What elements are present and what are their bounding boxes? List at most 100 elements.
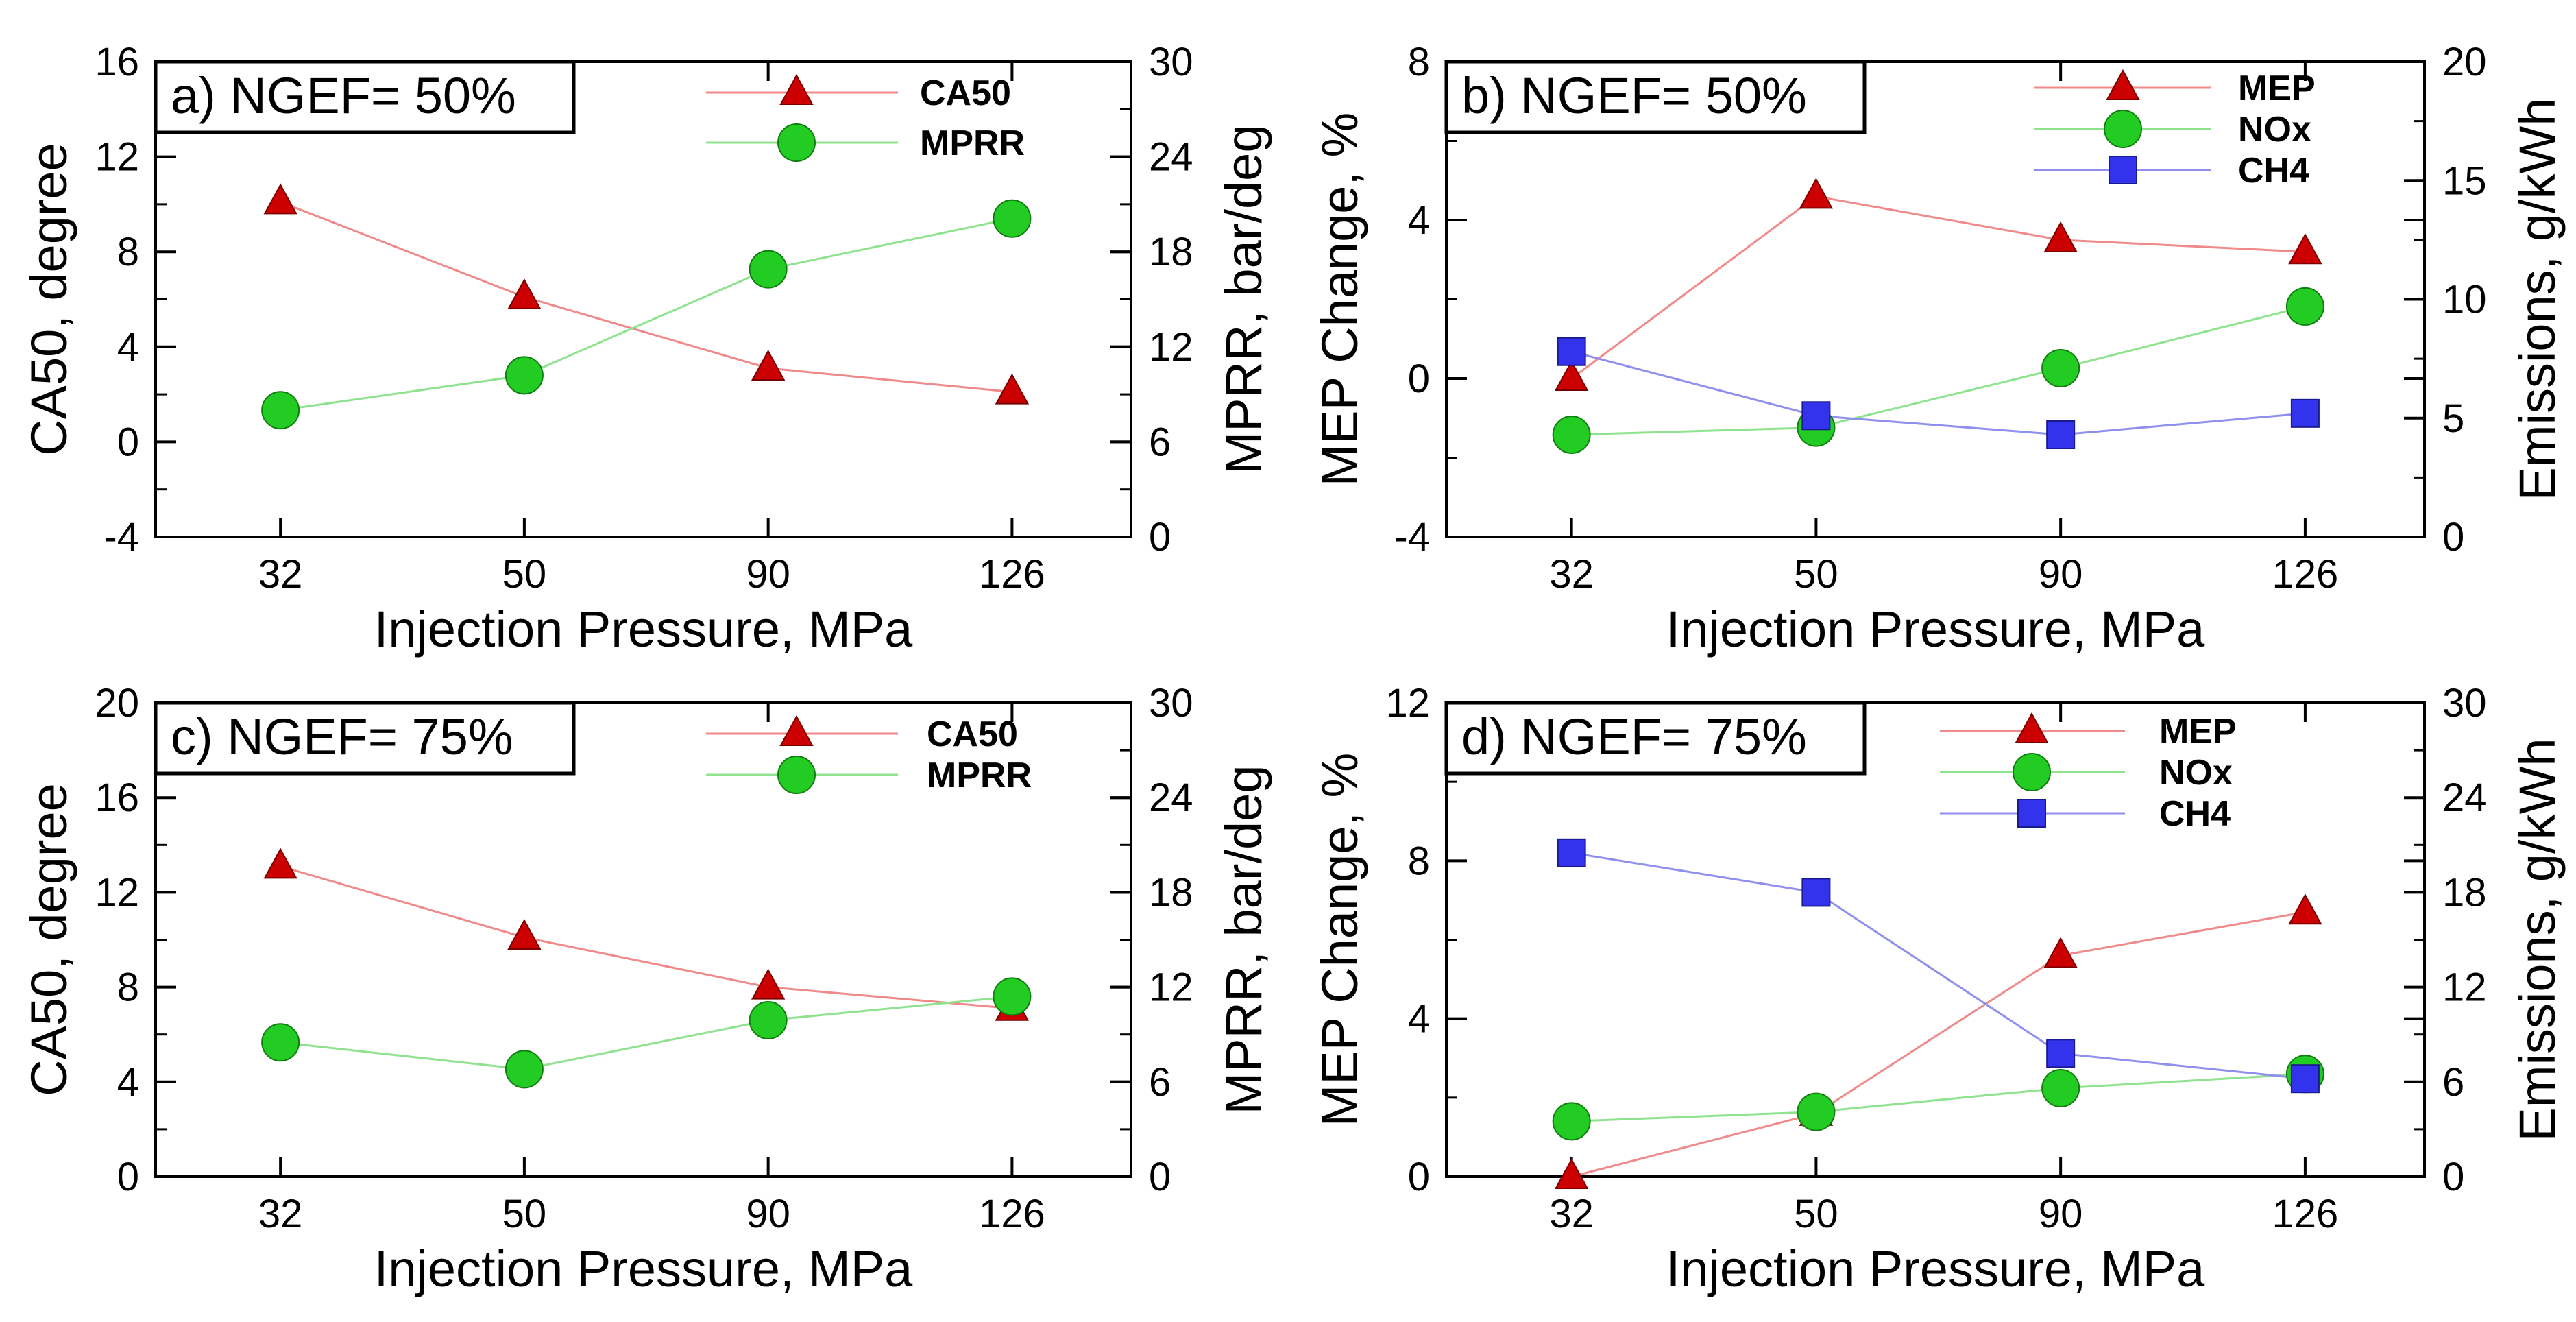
y2-tick-label: 12 <box>1149 965 1193 1010</box>
legend-marker-mep <box>2106 69 2140 100</box>
y2-tick-label: 30 <box>1149 40 1193 84</box>
data-point-nox-32 <box>1552 1102 1591 1141</box>
series-line-mprr <box>280 995 1012 1070</box>
y2-axis-title: Emissions, g/kWh <box>2509 97 2566 501</box>
y-axis-title: MEP Change, % <box>1311 753 1368 1127</box>
panel-label-box <box>154 701 576 776</box>
data-point-nox-50 <box>1797 1092 1836 1131</box>
y2-tick-label: 15 <box>2442 158 2487 203</box>
panel-a: -4 0 4 8 12 16 0 6 12 18 24 30 32 50 90 126 Injection Pr… <box>21 40 1272 658</box>
y-tick-label: 0 <box>117 420 139 464</box>
x-axis-title: Injection Pressure, MPa <box>374 601 913 658</box>
x-tick-label: 50 <box>1794 552 1838 597</box>
data-point-ch4-90 <box>2046 420 2076 450</box>
data-point-ch4-32 <box>1557 838 1586 867</box>
legend-label-nox: NOx <box>2238 110 2311 149</box>
y2-tick-label: 24 <box>1149 135 1193 180</box>
x-tick-label: 90 <box>2039 552 2083 597</box>
data-point-ca50-50 <box>507 278 542 310</box>
y-tick-label: 8 <box>1408 40 1430 84</box>
panel-c: 0 4 8 12 16 20 0 6 12 18 24 30 32 50 90 126 Injection Pr… <box>21 681 1272 1297</box>
data-point-ch4-90 <box>2046 1039 2076 1068</box>
y-tick-label: 0 <box>1408 357 1430 401</box>
panel-b: -4 0 4 8 0 5 10 15 20 32 50 90 126 Injection Pressure… <box>1311 40 2566 658</box>
y-tick-label: 4 <box>1408 997 1430 1042</box>
data-point-mprr-32 <box>261 1023 300 1062</box>
y-tick-label: -4 <box>1394 515 1430 560</box>
data-point-ca50-32 <box>263 848 297 879</box>
legend-label-ch4: CH4 <box>2159 794 2231 834</box>
legend-label-mep: MEP <box>2159 712 2237 752</box>
y2-tick-label: 18 <box>1149 870 1193 915</box>
x-tick-label: 32 <box>258 1192 303 1236</box>
data-point-mep-32 <box>1554 1157 1589 1189</box>
data-point-nox-32 <box>1552 416 1591 455</box>
x-tick-label: 32 <box>1549 1192 1594 1236</box>
y-tick-label: 4 <box>117 1060 139 1105</box>
panel-label-box <box>1444 60 1867 134</box>
y2-tick-label: 6 <box>2442 1060 2464 1105</box>
data-point-ca50-32 <box>263 183 297 215</box>
series-line-mep <box>1570 195 2305 380</box>
y2-tick-label: 10 <box>2442 278 2487 322</box>
panel-label: d) NGEF= 75% <box>1461 708 1807 765</box>
legend-label-mep: MEP <box>2238 69 2316 108</box>
y-tick-label: -4 <box>104 515 139 560</box>
x-tick-label: 90 <box>746 1192 790 1236</box>
x-tick-label: 126 <box>979 552 1045 597</box>
legend-label-ch4: CH4 <box>2238 151 2309 191</box>
series-line-mep <box>1571 911 2306 1178</box>
y2-tick-label: 12 <box>1149 325 1193 370</box>
panel-label: a) NGEF= 50% <box>171 67 516 124</box>
y2-tick-label: 24 <box>1149 776 1193 820</box>
y2-tick-label: 6 <box>1149 420 1171 464</box>
series-line-nox <box>1571 305 2306 436</box>
data-point-ca50-90 <box>751 349 786 381</box>
y2-tick-label: 6 <box>1149 1060 1171 1105</box>
y-tick-label: 4 <box>1408 198 1430 243</box>
legend-label-mprr: MPRR <box>927 756 1032 795</box>
legend-marker-nox <box>2013 753 2051 791</box>
y-tick-label: 16 <box>95 40 139 84</box>
y2-tick-label: 30 <box>2442 681 2487 725</box>
y2-tick-label: 0 <box>2442 1155 2464 1199</box>
x-axis-title: Injection Pressure, MPa <box>1666 601 2205 658</box>
data-point-mprr-90 <box>749 1000 788 1039</box>
data-point-mep-32 <box>1554 359 1589 391</box>
x-tick-label: 50 <box>502 1192 547 1236</box>
y-tick-label: 8 <box>117 230 139 274</box>
y-tick-label: 12 <box>95 870 139 915</box>
y-axis-title: CA50, degree <box>21 143 77 456</box>
series-line-mprr <box>280 217 1012 411</box>
y-tick-label: 4 <box>117 325 139 370</box>
panel-d: 0 4 8 12 0 6 12 18 24 30 32 50 90 126 Injection Pressu… <box>1311 681 2566 1297</box>
legend-label-mprr: MPRR <box>920 123 1025 163</box>
panel-label-box <box>1444 701 1867 776</box>
y-tick-label: 0 <box>117 1155 139 1199</box>
data-point-mprr-50 <box>505 1050 544 1089</box>
y2-tick-label: 0 <box>2442 515 2464 560</box>
data-point-ch4-32 <box>1557 337 1586 366</box>
series-line-ca50 <box>280 201 1012 394</box>
y-tick-label: 8 <box>1408 839 1430 883</box>
data-point-mep-90 <box>2043 937 2078 968</box>
x-tick-label: 32 <box>258 552 303 597</box>
x-tick-label: 126 <box>2272 552 2339 597</box>
x-tick-label: 126 <box>979 1192 1045 1236</box>
y2-axis-title: Emissions, g/kWh <box>2509 738 2566 1141</box>
legend-marker-ch4 <box>2017 799 2046 828</box>
y-tick-label: 20 <box>95 681 139 725</box>
data-point-ch4-126 <box>2290 398 2320 428</box>
data-point-ch4-50 <box>1801 401 1831 431</box>
data-point-mprr-50 <box>505 356 544 395</box>
y2-tick-label: 24 <box>2442 776 2487 820</box>
x-tick-label: 50 <box>1794 1192 1838 1236</box>
legend-marker-ca50 <box>779 714 814 746</box>
y-tick-label: 12 <box>95 135 139 180</box>
y2-tick-label: 12 <box>2442 965 2487 1010</box>
data-point-nox-90 <box>2041 348 2080 387</box>
panel-label: c) NGEF= 75% <box>171 708 513 765</box>
x-axis-title: Injection Pressure, MPa <box>374 1240 913 1297</box>
